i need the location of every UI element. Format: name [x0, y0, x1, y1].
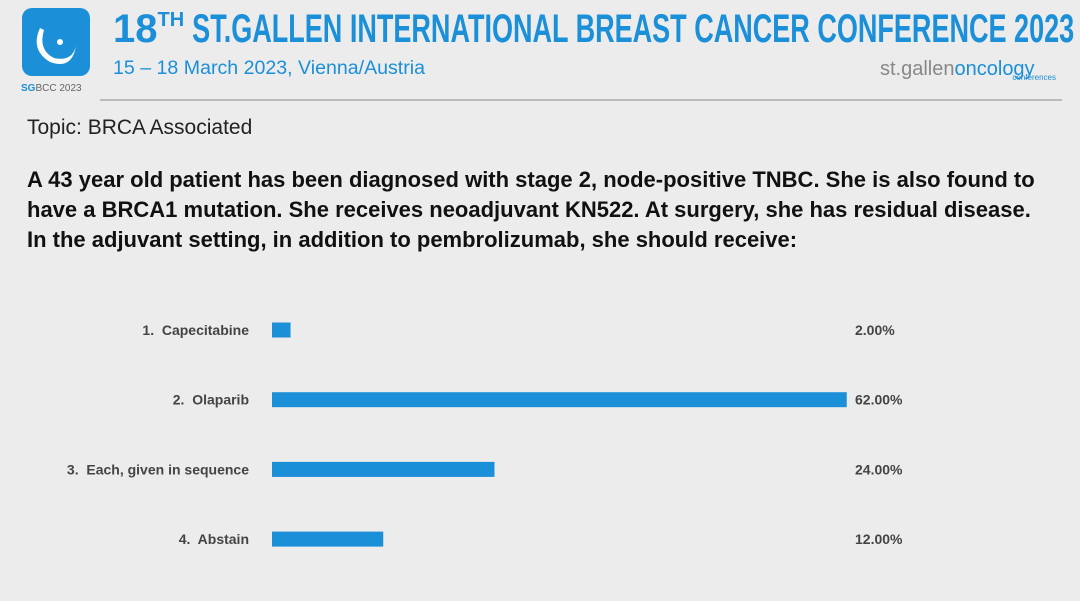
logo-sg: SG — [21, 83, 36, 94]
logo-swirl — [36, 28, 76, 64]
brand-logo: st.gallenoncology — [880, 58, 1035, 80]
bar — [272, 531, 384, 547]
category-label: 3. Each, given in sequence — [67, 461, 249, 477]
category-label: 1. Capecitabine — [142, 322, 249, 338]
value-label: 24.00% — [855, 461, 903, 477]
category-label: 4. Abstain — [179, 531, 249, 547]
brand-b: oncology — [955, 58, 1035, 80]
value-label: 2.00% — [855, 322, 895, 338]
category-label: 2. Olaparib — [173, 392, 249, 408]
brand-c: conferences — [1012, 73, 1056, 82]
bar — [272, 322, 291, 338]
conference-title: 18TH ST.GALLEN INTERNATIONAL BREAST CANCE… — [113, 7, 1074, 51]
brand-a: st.gallen — [880, 58, 955, 80]
title-rest: ST.GALLEN INTERNATIONAL BREAST CANCER CO… — [192, 7, 1074, 51]
bar — [272, 392, 847, 408]
value-label: 62.00% — [855, 392, 903, 408]
question: A 43 year old patient has been diagnosed… — [27, 167, 1035, 252]
logo-badge — [22, 8, 90, 76]
logo-dot — [57, 39, 63, 45]
topic: Topic: BRCA Associated — [27, 116, 253, 139]
title-number: 18 — [113, 7, 158, 51]
conference-subtitle: 15 – 18 March 2023, Vienna/Austria — [113, 58, 425, 79]
value-label: 12.00% — [855, 531, 903, 547]
bar — [272, 461, 495, 477]
logo-rest: BCC 2023 — [35, 83, 82, 94]
logo-label: SGBCC 2023 — [21, 83, 82, 94]
title-suffix: TH — [158, 9, 185, 31]
